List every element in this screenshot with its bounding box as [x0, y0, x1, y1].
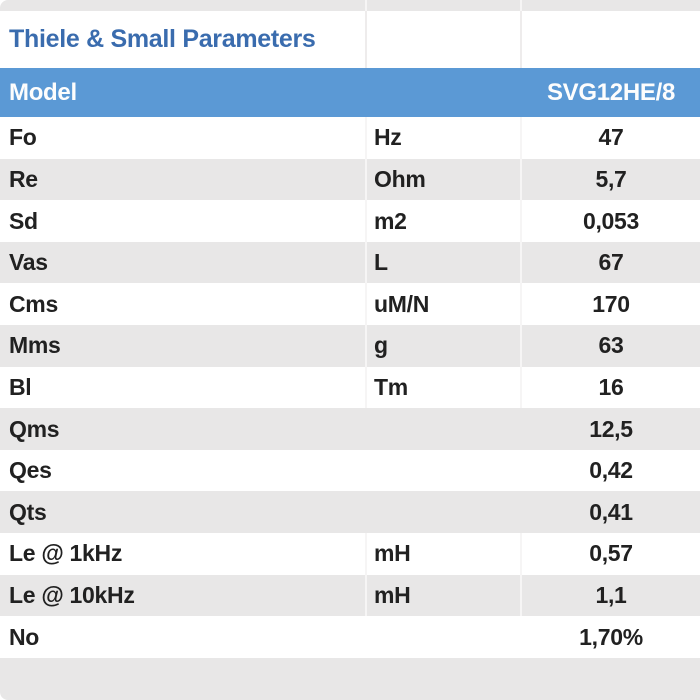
param-name-cell: Vas [9, 249, 48, 276]
table-row: Re Ohm 5,7 [0, 158, 700, 201]
param-unit-cell: uM/N [365, 283, 522, 326]
table-row: Sd m2 0,053 [0, 200, 700, 242]
param-value-cell: 0,41 [589, 498, 633, 525]
param-value-cell: 0,053 [582, 207, 640, 234]
param-value-cell: 1,70% [579, 623, 643, 650]
table-row: Mms g 63 [0, 325, 700, 367]
param-value-cell: 0,57 [589, 540, 633, 567]
param-unit-cell: L [365, 241, 522, 284]
param-unit-cell: m2 [365, 200, 522, 242]
table-row: Cms uM/N 170 [0, 283, 700, 326]
model-label: Model [9, 78, 77, 106]
param-name-cell: Sd [9, 207, 38, 234]
param-name-cell: Fo [9, 124, 37, 151]
table-row: Bl Tm 16 [0, 366, 700, 409]
table-row: Fo Hz 47 [0, 117, 700, 159]
param-name-cell: Cms [9, 290, 58, 317]
title-cell: Thiele & Small Parameters [0, 11, 365, 68]
param-name-cell: Re [9, 165, 38, 192]
param-value-cell: 67 [598, 249, 624, 276]
param-value-cell: 12,5 [589, 415, 633, 442]
param-value-cell: 47 [598, 124, 624, 151]
param-name-cell: Bl [9, 373, 32, 400]
bottom-empty-row [0, 658, 700, 700]
param-value-cell: 1,1 [595, 582, 627, 608]
table-row: Le @ 1kHz mH 0,57 [0, 533, 700, 575]
param-unit-cell: g [365, 325, 522, 367]
page-title: Thiele & Small Parameters [9, 25, 316, 53]
param-unit-cell: Hz [365, 117, 522, 159]
table-row: Le @ 10kHz mH 1,1 [0, 574, 700, 617]
top-strip-segment [522, 0, 700, 11]
title-row: Thiele & Small Parameters [0, 11, 700, 68]
param-unit-cell [365, 616, 522, 658]
top-strip [0, 0, 700, 11]
param-unit-cell: mH [365, 533, 522, 575]
param-unit-cell: Tm [365, 366, 522, 409]
param-value-cell: 0,42 [589, 457, 633, 484]
param-name-cell: Mms [9, 332, 61, 359]
param-unit-cell [365, 491, 522, 533]
param-name-cell: Qts [9, 498, 47, 525]
param-name-cell: Le @ 10kHz [9, 582, 135, 608]
param-value-cell: 63 [598, 332, 624, 359]
top-strip-segment [365, 0, 522, 11]
model-value: SVG12HE/8 [546, 78, 676, 106]
param-unit-cell: Ohm [365, 158, 522, 201]
param-unit-cell [365, 408, 522, 450]
title-empty-cell [365, 11, 522, 68]
param-unit-cell: mH [365, 574, 522, 617]
param-name-cell: Qms [9, 415, 60, 442]
param-name-cell: Qes [9, 457, 52, 484]
param-value-cell: 16 [598, 373, 624, 400]
table-row: Qes 0,42 [0, 449, 700, 492]
param-name-cell: No [9, 623, 40, 650]
table-row: Vas L 67 [0, 241, 700, 284]
rows-container: Fo Hz 47 Re Ohm 5,7 Sd m2 0,053 Vas L 67… [0, 117, 700, 658]
table-header-row: Model SVG12HE/8 [0, 68, 700, 117]
table-row: Qts 0,41 [0, 491, 700, 534]
table-row: Qms 12,5 [0, 408, 700, 450]
param-name-cell: Le @ 1kHz [9, 540, 123, 567]
param-value-cell: 170 [592, 290, 630, 317]
table-row: No 1,70% [0, 616, 700, 658]
title-empty-cell [522, 11, 700, 68]
param-value-cell: 5,7 [595, 165, 627, 192]
param-unit-cell [365, 450, 522, 492]
top-strip-segment [0, 0, 365, 11]
